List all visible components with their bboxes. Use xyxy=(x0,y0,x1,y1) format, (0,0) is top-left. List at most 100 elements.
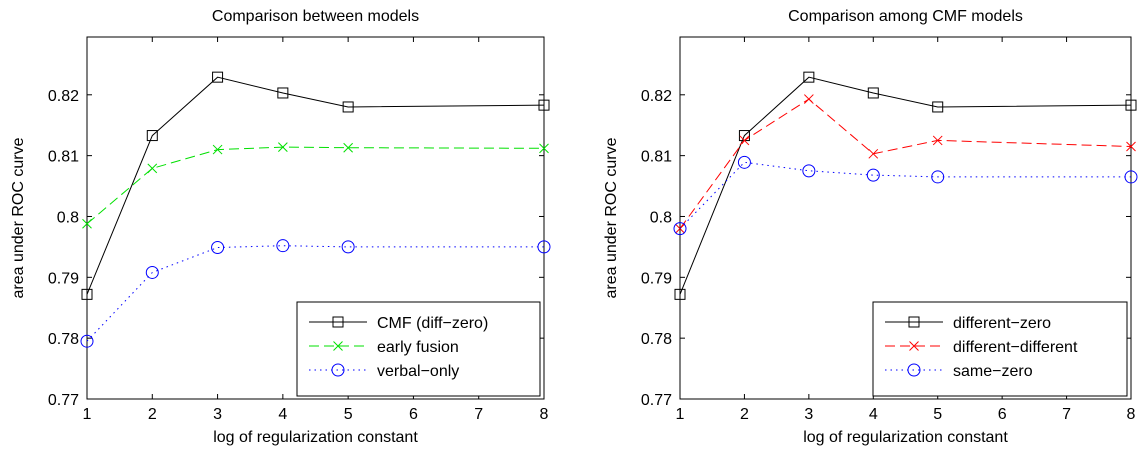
legend-marker xyxy=(907,363,921,377)
x-tick-label: 6 xyxy=(998,406,1007,423)
y-tick-label: 0.82 xyxy=(48,88,79,105)
y-tick-label: 0.79 xyxy=(48,270,79,287)
legend-entry: different−zero xyxy=(885,315,1051,332)
series-line xyxy=(86,146,545,225)
data-point-marker xyxy=(81,288,93,300)
series-line xyxy=(679,161,1131,229)
data-point-marker xyxy=(80,334,94,348)
x-tick-label: 7 xyxy=(474,406,483,423)
x-tick-label: 1 xyxy=(676,406,685,423)
data-point-marker xyxy=(804,94,814,104)
data-point-marker xyxy=(737,155,751,169)
legend-label: early fusion xyxy=(377,339,459,356)
legend-box xyxy=(296,301,541,397)
y-tick-label: 0.78 xyxy=(641,331,672,348)
data-point-marker xyxy=(1125,99,1137,111)
data-point-marker xyxy=(147,163,158,174)
legend-entry: CMF (diff−zero) xyxy=(309,315,488,332)
data-point-marker xyxy=(1124,170,1138,184)
x-marker-stroke xyxy=(82,218,92,229)
x-marker-stroke xyxy=(278,142,288,152)
legend-entry: early fusion xyxy=(309,339,459,356)
y-tick-label: 0.81 xyxy=(48,149,79,166)
legend-entry: different−different xyxy=(885,339,1078,356)
plot-frame xyxy=(86,36,545,400)
legend-label: same−zero xyxy=(953,363,1033,380)
legend-marker xyxy=(332,316,344,328)
series-1 xyxy=(674,71,1137,300)
data-point-marker xyxy=(145,265,159,279)
series-line xyxy=(679,76,1132,295)
data-point-marker xyxy=(802,164,816,178)
data-point-marker xyxy=(739,135,750,146)
data-point-marker xyxy=(277,87,289,99)
y-tick-label: 0.78 xyxy=(48,331,79,348)
x-axis-label: log of regularization constant xyxy=(213,429,418,446)
y-tick-label: 0.79 xyxy=(641,270,672,287)
data-point-marker xyxy=(674,288,686,300)
x-marker-stroke xyxy=(909,341,919,351)
data-point-marker xyxy=(276,239,290,253)
x-tick-label: 4 xyxy=(278,406,287,423)
chart-title: Comparison between models xyxy=(212,8,419,25)
data-point-marker xyxy=(537,240,551,254)
x-tick-label: 5 xyxy=(933,406,942,423)
data-point-marker xyxy=(539,143,549,154)
data-point-marker xyxy=(278,142,288,152)
data-point-marker xyxy=(675,223,685,234)
data-point-marker xyxy=(343,142,353,153)
legend-box xyxy=(872,301,1128,397)
legend-marker xyxy=(333,341,343,351)
data-point-marker xyxy=(803,71,815,83)
y-axis-label: area under ROC curve xyxy=(10,137,27,298)
y-tick-label: 0.8 xyxy=(650,209,672,226)
data-point-marker xyxy=(932,135,943,146)
chart-title: Comparison among CMF models xyxy=(788,8,1023,25)
data-point-marker xyxy=(212,71,224,83)
series-1 xyxy=(81,71,550,300)
x-marker-stroke xyxy=(804,94,814,104)
data-point-marker xyxy=(932,101,944,113)
legend-label: verbal−only xyxy=(377,363,459,380)
x-tick-label: 2 xyxy=(148,406,157,423)
plot-frame xyxy=(679,36,1132,400)
series-3 xyxy=(673,155,1138,236)
legend-marker xyxy=(908,316,920,328)
data-point-marker xyxy=(212,144,223,155)
x-tick-label: 2 xyxy=(740,406,749,423)
x-marker-stroke xyxy=(147,163,158,174)
legend: different−zero different−different same−ze… xyxy=(872,301,1128,397)
data-point-marker xyxy=(1126,141,1136,152)
x-marker-stroke xyxy=(675,223,685,234)
legend-label: different−zero xyxy=(953,315,1051,332)
series-line xyxy=(86,76,545,295)
data-point-marker xyxy=(673,222,687,236)
x-tick-label: 1 xyxy=(83,406,92,423)
x-tick-label: 5 xyxy=(344,406,353,423)
x-marker-stroke xyxy=(739,135,750,146)
data-point-marker xyxy=(931,170,945,184)
x-marker-stroke xyxy=(343,142,353,153)
y-tick-label: 0.81 xyxy=(641,149,672,166)
data-point-marker xyxy=(868,148,879,159)
y-axis-label: area under ROC curve xyxy=(603,137,620,298)
chart-2: Comparison among CMF models 1 2 3 4 5 6 7 8 0.77 0… xyxy=(603,8,1138,446)
y-tick-label: 0.77 xyxy=(48,392,79,409)
data-point-marker xyxy=(342,101,354,113)
legend-label: CMF (diff−zero) xyxy=(377,315,488,332)
y-tick-label: 0.82 xyxy=(641,88,672,105)
x-marker-stroke xyxy=(932,135,943,146)
x-marker-stroke xyxy=(1126,141,1136,152)
y-tick-label: 0.8 xyxy=(57,209,79,226)
x-marker-stroke xyxy=(868,148,879,159)
legend-marker xyxy=(909,341,919,351)
x-axis-label: log of regularization constant xyxy=(803,429,1008,446)
x-tick-label: 3 xyxy=(804,406,813,423)
legend-marker xyxy=(331,363,345,377)
series-2 xyxy=(675,94,1136,234)
x-tick-label: 8 xyxy=(540,406,549,423)
legend-entry: same−zero xyxy=(885,363,1033,380)
x-tick-label: 8 xyxy=(1127,406,1136,423)
